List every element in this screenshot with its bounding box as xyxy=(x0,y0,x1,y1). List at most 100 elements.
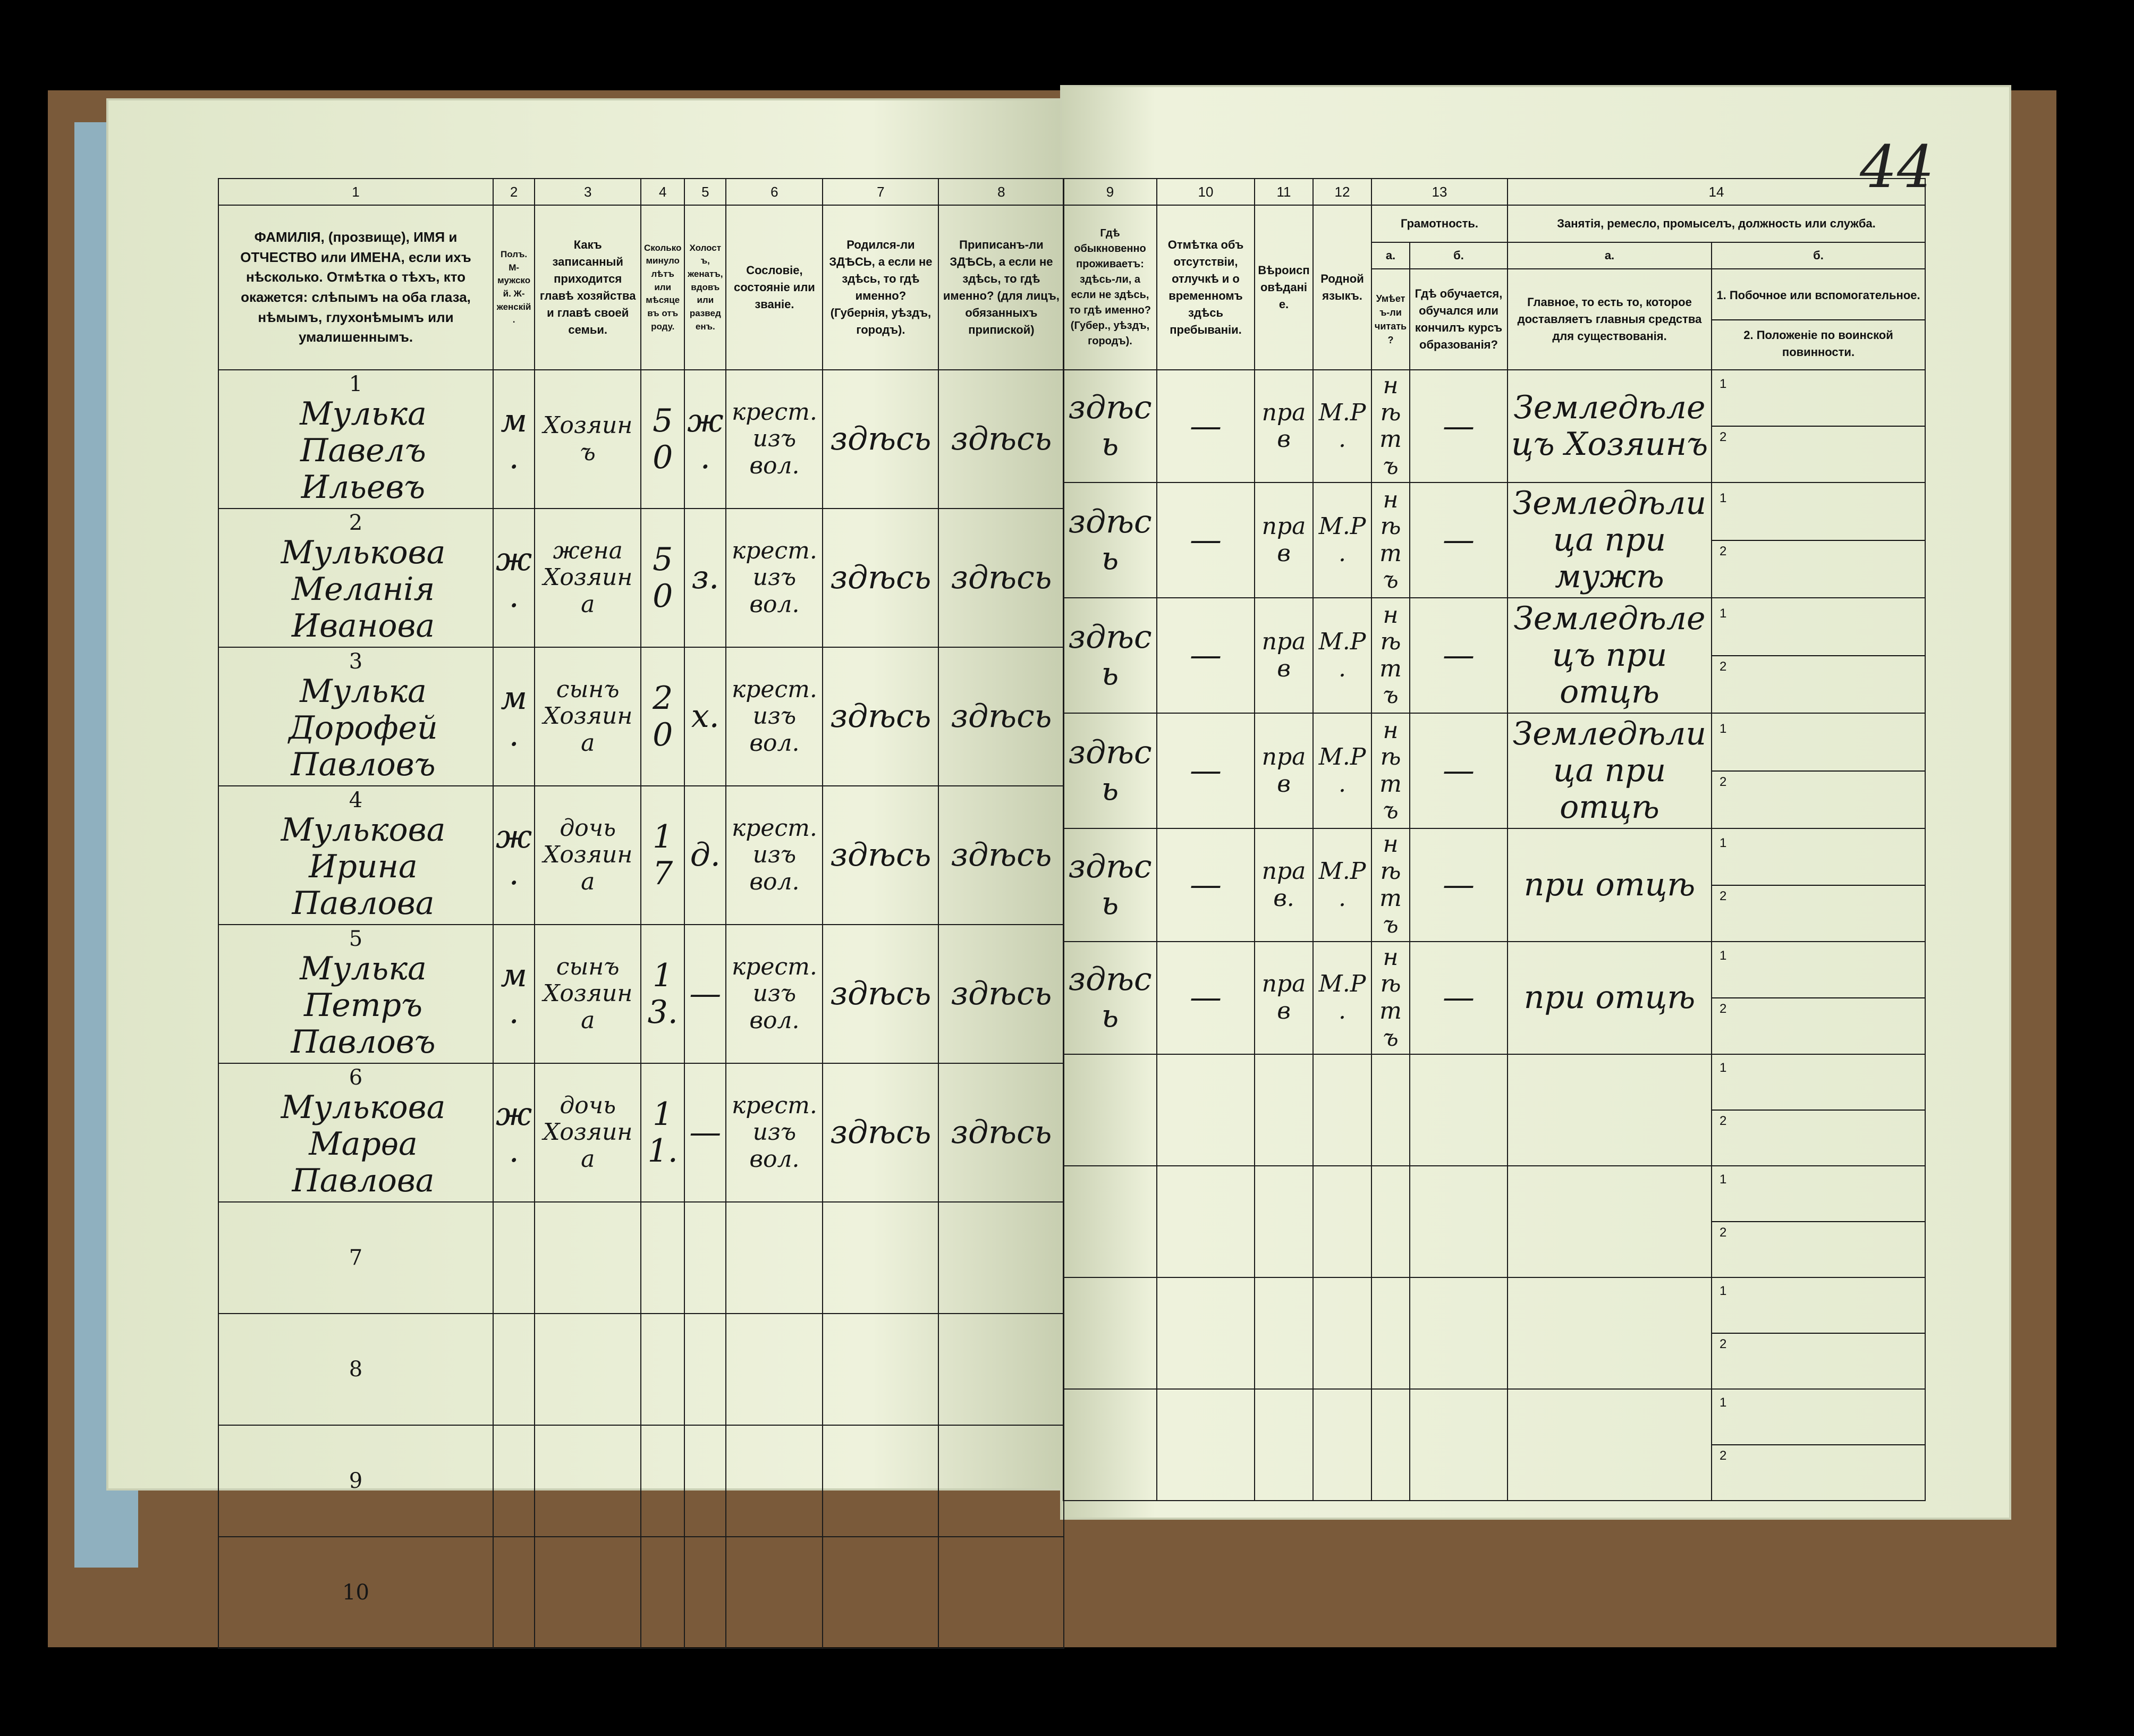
sub-label: 1 xyxy=(1713,718,1924,772)
name-cell: 4 Мулькова Ирина Павлова xyxy=(218,785,494,925)
language-cell xyxy=(1312,1277,1372,1390)
sub-label: 2 xyxy=(1720,1337,1727,1352)
col-number: 12 xyxy=(1312,178,1372,206)
col-number: 2 xyxy=(492,178,536,206)
literacy-cell xyxy=(1371,1165,1410,1278)
estate-cell: крест. изъ вол. xyxy=(725,1063,824,1203)
residence-cell: здѣсь xyxy=(1063,369,1157,484)
col-number: 5 xyxy=(684,178,727,206)
estate-cell xyxy=(725,1201,824,1314)
birthplace-cell: здѣсь xyxy=(822,369,939,509)
language-cell: М.Р. xyxy=(1312,941,1372,1055)
age-cell xyxy=(640,1425,685,1537)
language-cell xyxy=(1312,1165,1372,1278)
col-number: 3 xyxy=(534,178,642,206)
name-cell: 10 xyxy=(218,1536,494,1649)
absence-cell: — xyxy=(1156,369,1255,484)
sub-label: 2 xyxy=(1720,430,1727,445)
header-birthplace: Родился-ли ЗДѢСЬ, а если не здѣсь, то гд… xyxy=(822,205,939,370)
marital-cell xyxy=(684,1201,727,1314)
education-cell xyxy=(1409,1165,1508,1278)
estate-cell: крест. изъ вол. xyxy=(725,508,824,648)
header-marital: Холостъ, женатъ, вдовъ или разведенъ. xyxy=(684,205,727,370)
header-religion: Вѣроисповѣданіе. xyxy=(1254,205,1314,370)
row-number: 6 xyxy=(349,1065,363,1090)
col-number: 6 xyxy=(725,178,824,206)
col-number: 10 xyxy=(1156,178,1255,206)
table-row: 8 xyxy=(218,1313,1065,1426)
sex-cell xyxy=(492,1425,536,1537)
literacy-cell: нѣтъ xyxy=(1371,369,1410,484)
relation-cell: Хозяинъ xyxy=(534,369,642,509)
marital-cell: — xyxy=(684,1063,727,1203)
person-name: Мулька Петръ Павловъ xyxy=(291,950,436,1061)
row-number: 4 xyxy=(349,788,363,812)
table-row: здѣсь — прав. М.Р. нѣтъ — при отцѣ 1 2 xyxy=(1063,828,1926,942)
header-occupation: Занятія, ремесло, промыселъ, должность и… xyxy=(1507,205,1926,243)
name-cell: 6 Мулькова Марѳа Павлова xyxy=(218,1063,494,1203)
occupation-cell xyxy=(1507,1054,1712,1167)
col-number: 1 xyxy=(218,178,494,206)
residence-cell xyxy=(1063,1277,1157,1390)
education-cell: — xyxy=(1409,713,1508,829)
marital-cell: — xyxy=(684,924,727,1064)
sub-label: 1 xyxy=(1713,833,1924,886)
literacy-cell: нѣтъ xyxy=(1371,597,1410,714)
residence-cell xyxy=(1063,1054,1157,1167)
occupation-cell xyxy=(1507,1388,1712,1502)
language-cell: М.Р. xyxy=(1312,597,1372,714)
marital-cell: д. xyxy=(684,785,727,925)
birthplace-cell: здѣсь xyxy=(822,508,939,648)
header-registration: Приписанъ-ли ЗДѢСЬ, а если не здѣсь, то … xyxy=(938,205,1065,370)
age-cell: 13. xyxy=(640,924,685,1064)
estate-cell: крест. изъ вол. xyxy=(725,369,824,509)
literacy-cell: нѣтъ xyxy=(1371,941,1410,1055)
row-number: 7 xyxy=(349,1246,363,1270)
marital-cell xyxy=(684,1313,727,1426)
col-number: 9 xyxy=(1063,178,1157,206)
table-row: здѣсь — прав М.Р. нѣтъ — Земледѣлица при мужѣ 1… xyxy=(1063,482,1926,599)
table-row: здѣсь — прав М.Р. нѣтъ — Земледѣлецъ при отцѣ 1… xyxy=(1063,597,1926,714)
age-cell: 50 xyxy=(640,508,685,648)
name-cell: 2 Мулькова Меланія Иванова xyxy=(218,508,494,648)
age-cell: 20 xyxy=(640,647,685,786)
header-military-status: 2. Положеніе по воинской повинности. xyxy=(1743,328,1893,359)
estate-cell xyxy=(725,1536,824,1649)
header-13a-letter: а. xyxy=(1371,242,1410,269)
estate-cell xyxy=(725,1313,824,1426)
sex-cell xyxy=(492,1313,536,1426)
education-cell: — xyxy=(1409,828,1508,942)
occupation-cell: Земледѣлецъ при отцѣ xyxy=(1507,597,1712,714)
religion-cell xyxy=(1254,1388,1314,1502)
header-13b-letter: б. xyxy=(1409,242,1508,269)
occupation-cell: Земледѣлецъ Хозяинъ xyxy=(1507,369,1712,484)
literacy-cell xyxy=(1371,1277,1410,1390)
literacy-cell xyxy=(1371,1388,1410,1502)
table-row: 5 Мулька Петръ Павловъ м. сынъ Хозяина 13. — к… xyxy=(218,924,1065,1064)
religion-cell xyxy=(1254,1054,1314,1167)
sub-label: 2 xyxy=(1720,888,1727,903)
residence-cell: здѣсь xyxy=(1063,828,1157,942)
estate-cell: крест. изъ вол. xyxy=(725,647,824,786)
header-education: Гдѣ обучается, обучался или кончилъ курс… xyxy=(1409,268,1508,370)
sub-label: 2 xyxy=(1720,1001,1727,1016)
col-number: 8 xyxy=(938,178,1065,206)
age-cell xyxy=(640,1201,685,1314)
language-cell: М.Р. xyxy=(1312,369,1372,484)
table-row: здѣсь — прав М.Р. нѣтъ — Земледѣлица при отцѣ 1… xyxy=(1063,713,1926,829)
religion-cell: прав xyxy=(1254,597,1314,714)
sub-label: 2 xyxy=(1720,774,1727,789)
language-cell: М.Р. xyxy=(1312,482,1372,599)
absence-cell: — xyxy=(1156,828,1255,942)
occupation-cell xyxy=(1507,1277,1712,1390)
education-cell xyxy=(1409,1054,1508,1167)
sub-label: 2 xyxy=(1720,1114,1727,1129)
row-number: 8 xyxy=(349,1357,363,1382)
sex-cell: м. xyxy=(492,647,536,786)
row-number: 1 xyxy=(349,372,363,396)
sub-label: 1 xyxy=(1713,945,1924,998)
